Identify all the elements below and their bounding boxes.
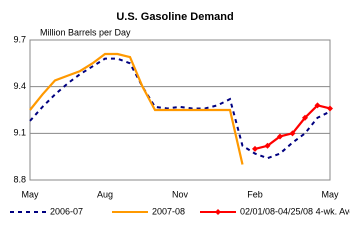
y-tick-label: 9.7 bbox=[13, 34, 26, 44]
x-tick-label: Nov bbox=[172, 189, 189, 199]
legend-marker bbox=[215, 209, 221, 215]
y-tick-label: 9.4 bbox=[13, 81, 26, 91]
legend-label: 2006-07 bbox=[50, 206, 83, 216]
marker bbox=[289, 130, 296, 137]
x-tick-label: Feb bbox=[247, 189, 263, 199]
x-tick-label: Aug bbox=[97, 189, 113, 199]
chart-title: U.S. Gasoline Demand bbox=[116, 11, 233, 23]
series-line bbox=[29, 52, 244, 165]
x-tick-label: May bbox=[321, 189, 339, 199]
marker bbox=[264, 142, 271, 149]
page: {"chart_data": {"type": "line", "title":… bbox=[10, 10, 350, 217]
marker bbox=[314, 102, 321, 109]
legend-label: 2007-08 bbox=[152, 206, 185, 216]
y-tick-label: 9.1 bbox=[13, 128, 26, 138]
marker bbox=[252, 145, 258, 152]
chart-subtitle: Million Barrels per Day bbox=[40, 27, 131, 37]
marker bbox=[277, 133, 283, 140]
marker bbox=[302, 114, 308, 121]
marker bbox=[327, 105, 333, 112]
legend-label: 02/01/08-04/25/08 4-wk. Avg. bbox=[240, 206, 350, 216]
x-tick-label: May bbox=[21, 189, 39, 199]
chart: U.S. Gasoline Demand Million Barrels per… bbox=[10, 11, 350, 216]
y-tick-label: 8.8 bbox=[13, 174, 26, 184]
